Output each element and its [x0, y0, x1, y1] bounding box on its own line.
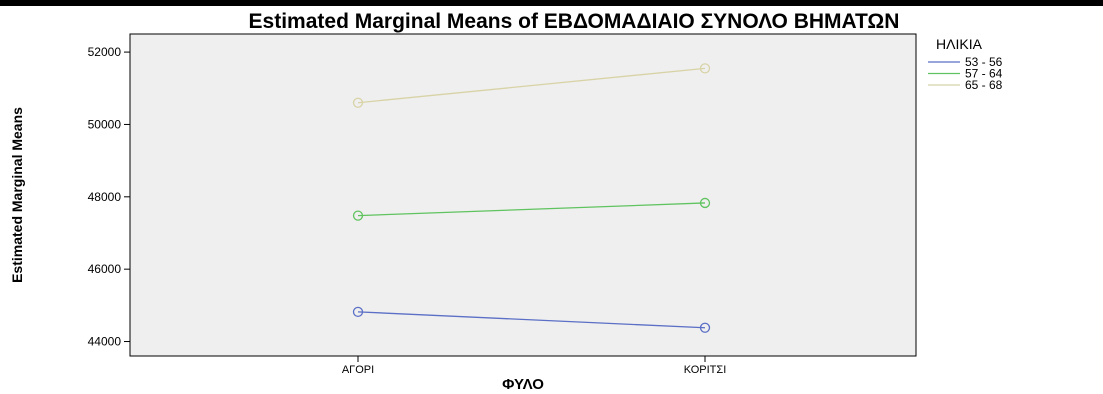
x-axis: ΑΓΟΡΙ ΚΟΡΙΤΣΙ: [342, 356, 726, 376]
series-layer: [352, 63, 711, 333]
data-point: [352, 97, 364, 108]
series-line: [357, 311, 706, 329]
chart-title: Estimated Marginal Means of ΕΒΔΟΜΑΔΙΑΙΟ …: [249, 10, 900, 33]
y-tick-label: 52000: [88, 45, 122, 59]
x-tick-label: ΚΟΡΙΤΣΙ: [684, 364, 727, 376]
top-border: [0, 0, 1103, 6]
y-axis-label: Estimated Marginal Means: [9, 107, 25, 283]
data-point: [699, 197, 711, 209]
data-point: [699, 63, 711, 74]
data-point: [352, 306, 364, 318]
legend-entry: 57 - 64: [965, 67, 1003, 81]
data-point: [352, 210, 364, 221]
y-tick-label: 50000: [88, 117, 122, 131]
plot-area: [129, 33, 917, 357]
series-65-68: [352, 63, 711, 108]
legend-entry: 65 - 68: [965, 78, 1003, 92]
legend-title: ΗΛΙΚΙΑ: [936, 36, 983, 52]
series-57-64: [352, 197, 711, 221]
y-axis: 44000 46000 48000 50000 52000: [88, 45, 130, 349]
legend-entry: 53 - 56: [965, 55, 1003, 69]
y-tick-label: 44000: [88, 335, 122, 349]
x-tick-label: ΑΓΟΡΙ: [342, 364, 374, 376]
y-tick-label: 46000: [88, 262, 122, 276]
x-axis-label: ΦΥΛΟ: [502, 376, 544, 393]
y-tick-label: 48000: [88, 190, 122, 204]
data-point: [699, 322, 711, 333]
series-line: [357, 67, 706, 104]
series-53-56: [352, 306, 711, 333]
series-line: [357, 202, 706, 217]
